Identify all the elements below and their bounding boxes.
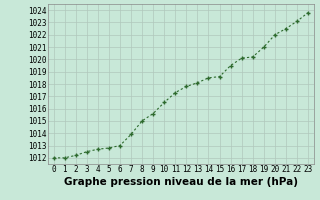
X-axis label: Graphe pression niveau de la mer (hPa): Graphe pression niveau de la mer (hPa) xyxy=(64,177,298,187)
